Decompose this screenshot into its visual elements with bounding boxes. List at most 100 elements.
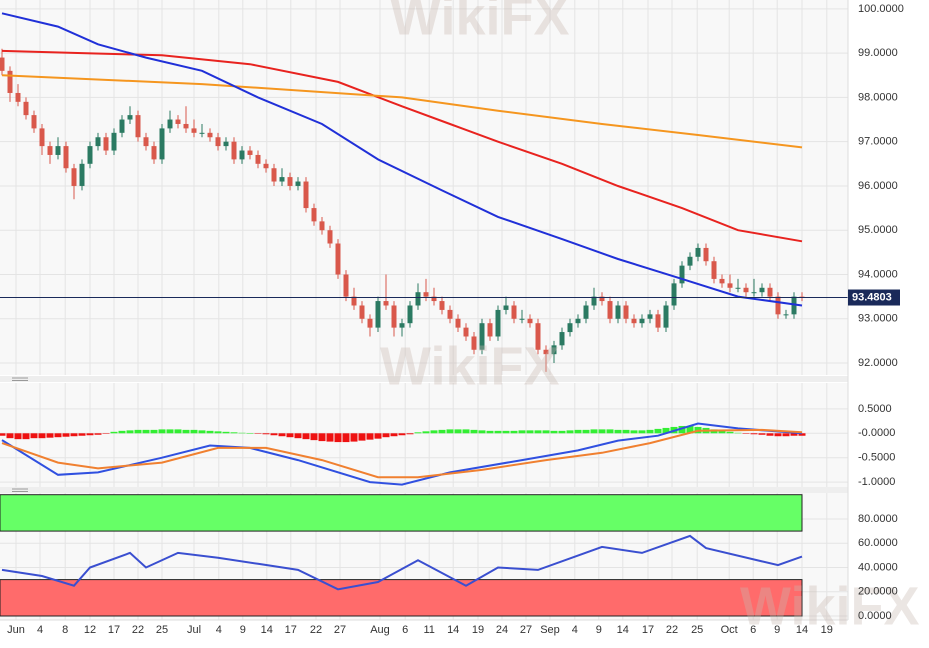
histogram-bar	[758, 433, 766, 435]
histogram-bar	[54, 433, 62, 438]
x-tick-label: 25	[156, 624, 168, 636]
candle-body	[55, 146, 61, 155]
y-tick-label: 95.0000	[858, 224, 898, 236]
y-tick-label: 40.0000	[858, 561, 898, 573]
histogram-bar	[726, 431, 734, 434]
histogram-bar	[102, 433, 110, 434]
candle-body	[623, 305, 629, 319]
candle-body	[447, 309, 453, 319]
histogram-bar	[46, 433, 54, 438]
candle-body	[759, 287, 765, 293]
x-tick-label: 22	[310, 624, 322, 636]
candle-body	[103, 137, 109, 151]
histogram-bar	[654, 428, 662, 434]
candle-body	[287, 177, 293, 186]
candle-body	[735, 287, 741, 289]
histogram-bar	[486, 430, 494, 434]
histogram-bar	[262, 433, 270, 435]
candle-body	[711, 261, 717, 279]
histogram-bar	[366, 433, 374, 440]
line	[1, 534, 803, 591]
histogram-bar	[158, 429, 166, 434]
y-tick-label: 93.0000	[858, 313, 898, 325]
histogram-bar	[766, 433, 774, 436]
candle-body	[127, 115, 133, 120]
histogram-bar	[446, 429, 454, 434]
candle-body	[551, 345, 557, 355]
candle-body	[559, 332, 565, 346]
histogram-bar	[574, 429, 582, 434]
candle-body	[143, 137, 149, 147]
candle-body	[215, 137, 221, 147]
candle-body	[239, 150, 245, 160]
x-tick-label: 4	[216, 624, 222, 636]
histogram-bar	[310, 433, 318, 441]
x-tick-label: Jul	[187, 624, 201, 636]
histogram-bar	[230, 432, 238, 434]
histogram-bar	[438, 429, 446, 434]
candle-body	[31, 115, 37, 129]
histogram-bar	[342, 433, 350, 443]
y-tick-label: 0.5000	[858, 403, 892, 415]
candle-body	[423, 292, 429, 297]
candle-body	[167, 119, 173, 129]
histogram-bar	[110, 431, 118, 434]
histogram-bar	[790, 433, 798, 436]
x-tick-label: 19	[821, 624, 833, 636]
line	[1, 74, 803, 149]
x-tick-label: Aug	[370, 624, 390, 636]
histogram-bar	[254, 433, 262, 434]
x-tick-label: 8	[62, 624, 68, 636]
x-tick-label: 9	[240, 624, 246, 636]
histogram-bar	[662, 427, 670, 434]
histogram-bar	[22, 433, 30, 440]
histogram-bar	[326, 433, 334, 442]
candle-body	[255, 154, 261, 164]
histogram-bar	[278, 433, 286, 437]
histogram-bar	[638, 430, 646, 434]
candle-body	[415, 292, 421, 306]
grip-icon[interactable]	[12, 488, 28, 492]
histogram-bar	[750, 433, 758, 435]
candle-body	[639, 318, 645, 324]
candle-body	[15, 92, 21, 102]
histogram-bar	[414, 432, 422, 434]
watermark: WikiFX	[380, 336, 560, 396]
candle-body	[527, 318, 533, 324]
candle-body	[751, 292, 757, 294]
histogram-bar	[286, 433, 294, 438]
histogram-bar	[142, 429, 150, 434]
histogram-bar	[542, 430, 550, 434]
candle-body	[431, 296, 437, 302]
histogram-bar	[478, 430, 486, 434]
histogram-bar	[718, 430, 726, 434]
candle-body	[783, 314, 789, 316]
histogram-bar	[238, 432, 246, 434]
candle-body	[263, 163, 269, 169]
histogram-bar	[198, 430, 206, 434]
x-tick-label: 19	[472, 624, 484, 636]
x-tick-label: 27	[520, 624, 532, 636]
candle-body	[135, 115, 141, 138]
y-tick-label: 92.0000	[858, 357, 898, 369]
histogram-bar	[630, 430, 638, 434]
x-tick-label: 14	[447, 624, 459, 636]
grip-icon[interactable]	[12, 377, 28, 381]
candle-body	[319, 221, 325, 231]
histogram-bar	[502, 430, 510, 434]
histogram-bar	[358, 433, 366, 441]
candle-body	[63, 146, 69, 169]
x-tick-label: Oct	[721, 624, 738, 636]
zone	[0, 494, 803, 532]
histogram-bar	[598, 429, 606, 434]
histogram-bar	[334, 433, 342, 443]
histogram-bar	[86, 433, 94, 436]
candle-body	[111, 132, 117, 151]
histogram-bar	[430, 430, 438, 434]
histogram-bar	[382, 433, 390, 438]
histogram-bar	[454, 429, 462, 434]
x-tick-label: 9	[774, 624, 780, 636]
histogram-bar	[38, 433, 46, 439]
histogram-bar	[462, 429, 470, 434]
candle-body	[375, 301, 381, 328]
